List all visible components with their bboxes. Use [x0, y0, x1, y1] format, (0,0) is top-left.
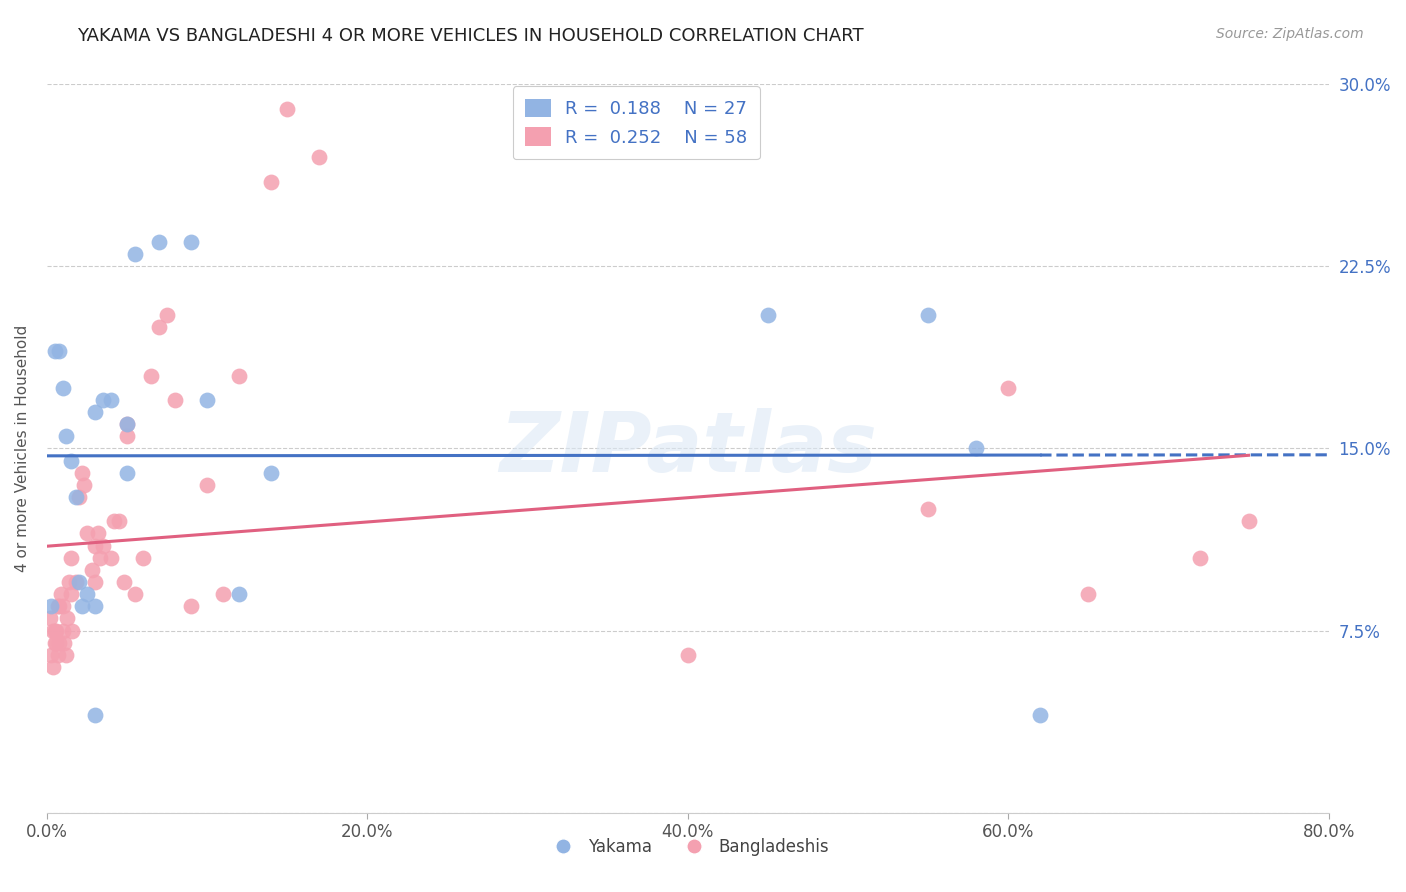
Point	[115, 417, 138, 432]
Point	[917, 502, 939, 516]
Point	[52, 599, 75, 614]
Point	[44, 344, 66, 359]
Point	[87, 526, 110, 541]
Point	[55, 648, 77, 662]
Point	[156, 308, 179, 322]
Point	[756, 308, 779, 322]
Point	[89, 550, 111, 565]
Point	[52, 381, 75, 395]
Point	[83, 539, 105, 553]
Point	[115, 466, 138, 480]
Point	[997, 381, 1019, 395]
Point	[56, 611, 79, 625]
Point	[1237, 514, 1260, 528]
Point	[1077, 587, 1099, 601]
Point	[41, 599, 63, 614]
Point	[91, 539, 114, 553]
Point	[48, 635, 70, 649]
Point	[67, 574, 90, 589]
Point	[52, 624, 75, 638]
Point	[148, 320, 170, 334]
Point	[965, 442, 987, 456]
Point	[59, 550, 82, 565]
Point	[44, 624, 66, 638]
Point	[195, 392, 218, 407]
Point	[48, 344, 70, 359]
Point	[60, 624, 83, 638]
Point	[1189, 550, 1212, 565]
Point	[163, 392, 186, 407]
Point	[83, 405, 105, 419]
Point	[139, 368, 162, 383]
Point	[103, 514, 125, 528]
Point	[45, 635, 67, 649]
Point	[48, 599, 70, 614]
Point	[76, 526, 98, 541]
Point	[1029, 708, 1052, 723]
Point	[228, 368, 250, 383]
Point	[148, 235, 170, 250]
Point	[67, 490, 90, 504]
Point	[107, 514, 129, 528]
Point	[59, 453, 82, 467]
Point	[100, 392, 122, 407]
Point	[91, 392, 114, 407]
Point	[124, 247, 146, 261]
Point	[41, 648, 63, 662]
Point	[46, 599, 69, 614]
Point	[132, 550, 155, 565]
Point	[65, 490, 87, 504]
Point	[124, 587, 146, 601]
Point	[115, 417, 138, 432]
Point	[38, 611, 60, 625]
Point	[80, 563, 103, 577]
Point	[44, 635, 66, 649]
Point	[45, 624, 67, 638]
Point	[228, 587, 250, 601]
Point	[83, 708, 105, 723]
Text: YAKAMA VS BANGLADESHI 4 OR MORE VEHICLES IN HOUSEHOLD CORRELATION CHART: YAKAMA VS BANGLADESHI 4 OR MORE VEHICLES…	[77, 27, 863, 45]
Point	[276, 102, 298, 116]
Point	[58, 574, 80, 589]
Point	[112, 574, 135, 589]
Point	[260, 466, 283, 480]
Point	[70, 466, 93, 480]
Point	[46, 648, 69, 662]
Point	[83, 599, 105, 614]
Y-axis label: 4 or more Vehicles in Household: 4 or more Vehicles in Household	[15, 325, 30, 572]
Point	[308, 150, 330, 164]
Point	[72, 478, 94, 492]
Point	[100, 550, 122, 565]
Point	[212, 587, 235, 601]
Text: Source: ZipAtlas.com: Source: ZipAtlas.com	[1216, 27, 1364, 41]
Point	[180, 599, 202, 614]
Point	[195, 478, 218, 492]
Point	[59, 587, 82, 601]
Point	[70, 599, 93, 614]
Point	[49, 587, 72, 601]
Point	[180, 235, 202, 250]
Point	[115, 429, 138, 443]
Point	[260, 174, 283, 188]
Point	[917, 308, 939, 322]
Text: ZIPatlas: ZIPatlas	[499, 408, 876, 489]
Point	[53, 635, 76, 649]
Point	[42, 660, 65, 674]
Point	[76, 587, 98, 601]
Point	[55, 429, 77, 443]
Point	[65, 574, 87, 589]
Legend: Yakama, Bangladeshis: Yakama, Bangladeshis	[540, 831, 835, 863]
Point	[676, 648, 699, 662]
Point	[42, 624, 65, 638]
Point	[83, 574, 105, 589]
